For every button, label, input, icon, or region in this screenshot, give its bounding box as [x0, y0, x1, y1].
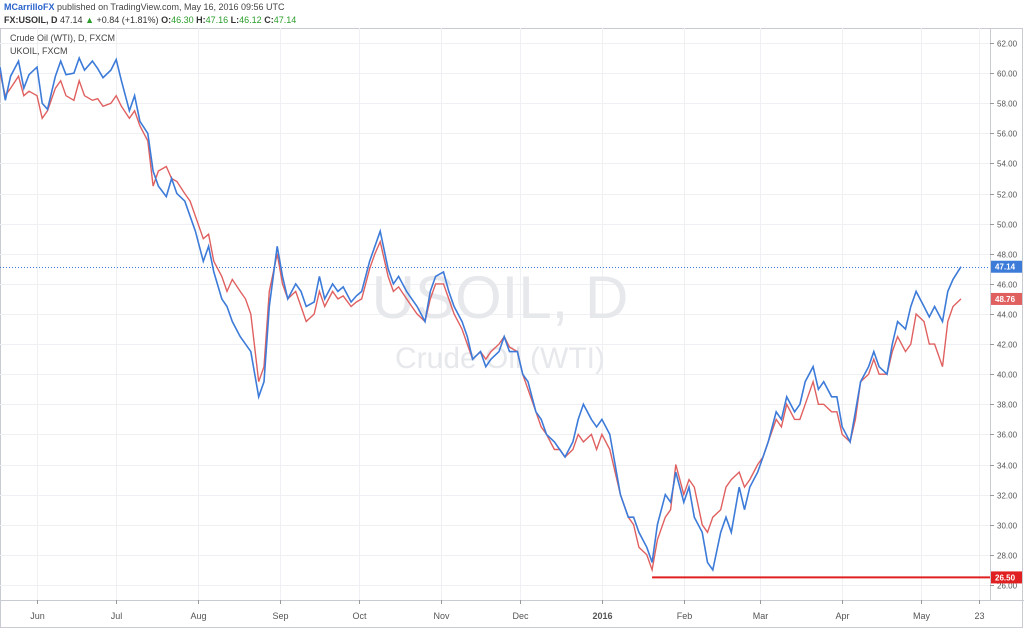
y-tick-label: 48.00: [997, 251, 1018, 260]
x-tick-label: 23: [974, 611, 984, 621]
price-chart[interactable]: USOIL, D Crude Oil (WTI) Crude Oil (WTI)…: [0, 28, 1024, 628]
y-tick-label: 38.00: [997, 401, 1018, 410]
y-tick-label: 34.00: [997, 462, 1018, 471]
x-tick-label: 2016: [592, 611, 612, 621]
y-tick-label: 36.00: [997, 431, 1018, 440]
ohlc-line: FX:USOIL, D 47.14 ▲ +0.84 (+1.81%) O:46.…: [4, 15, 296, 25]
x-tick-label: Aug: [190, 611, 206, 621]
time-axis[interactable]: Jun Jul Aug Sep Oct Nov Dec 2016 Feb Mar Apr May 23: [30, 600, 985, 621]
y-tick-label: 28.00: [997, 552, 1018, 561]
open-label: O:: [161, 15, 172, 25]
high-label: H:: [196, 15, 206, 25]
y-tick-label: 56.00: [997, 130, 1018, 139]
ukoil-price-label: 48.76: [995, 295, 1016, 304]
x-tick-label: Jul: [111, 611, 123, 621]
x-tick-label: Dec: [512, 611, 529, 621]
x-tick-label: Nov: [433, 611, 450, 621]
x-tick-label: Jun: [30, 611, 45, 621]
y-tick-label: 58.00: [997, 100, 1018, 109]
y-tick-label: 46.00: [997, 281, 1018, 290]
support-price-label: 26.50: [995, 573, 1016, 582]
price-axis[interactable]: 26.00 28.00 30.00 32.00 34.00 36.00 38.00 40.00…: [990, 40, 1018, 591]
watermark-symbol: USOIL, D: [372, 264, 629, 331]
gridlines: [0, 28, 990, 600]
price-labels: 47.14 48.76 26.50: [991, 260, 1022, 584]
close-value: 47.14: [273, 15, 297, 25]
legend-usoil: Crude Oil (WTI), D, FXCM: [10, 33, 115, 43]
x-tick-label: Oct: [352, 611, 367, 621]
publish-line: MCarrilloFX published on TradingView.com…: [4, 2, 285, 12]
x-tick-label: Apr: [835, 611, 849, 621]
close-label: C:: [264, 15, 274, 25]
y-tick-label: 50.00: [997, 221, 1018, 230]
y-tick-label: 26.00: [997, 582, 1018, 591]
y-tick-label: 54.00: [997, 160, 1018, 169]
open-value: 46.30: [171, 15, 194, 25]
low-label: L:: [230, 15, 240, 25]
y-tick-label: 52.00: [997, 191, 1018, 200]
high-value: 47.16: [205, 15, 229, 25]
y-tick-label: 60.00: [997, 70, 1018, 79]
x-tick-label: May: [913, 611, 931, 621]
support-price-label-bg: [991, 571, 1022, 584]
y-tick-label: 42.00: [997, 341, 1018, 350]
price-change: +0.84 (+1.81%): [96, 15, 159, 25]
usoil-price-label: 47.14: [995, 263, 1016, 272]
publish-info: published on TradingView.com, May 16, 20…: [57, 2, 285, 12]
ukoil-price-label-bg: [991, 292, 1022, 305]
x-tick-label: Mar: [753, 611, 769, 621]
y-tick-label: 44.00: [997, 311, 1018, 320]
y-tick-label: 40.00: [997, 371, 1018, 380]
y-tick-label: 32.00: [997, 492, 1018, 501]
last-price: 47.14: [60, 15, 83, 25]
up-arrow-icon: ▲: [85, 15, 94, 25]
usoil-price-label-bg: [991, 260, 1022, 273]
legend-ukoil: UKOIL, FXCM: [10, 46, 68, 56]
chart-header: MCarrilloFX published on TradingView.com…: [0, 0, 1024, 28]
low-value: 46.12: [239, 15, 262, 25]
y-tick-label: 62.00: [997, 40, 1018, 49]
author-link[interactable]: MCarrilloFX: [4, 2, 55, 12]
symbol-label: FX:USOIL, D: [4, 15, 58, 25]
y-tick-label: 30.00: [997, 522, 1018, 531]
x-tick-label: Feb: [677, 611, 693, 621]
x-tick-label: Sep: [272, 611, 288, 621]
usoil-series-line[interactable]: [0, 55, 962, 572]
chart-area[interactable]: USOIL, D Crude Oil (WTI) Crude Oil (WTI)…: [0, 28, 1024, 628]
